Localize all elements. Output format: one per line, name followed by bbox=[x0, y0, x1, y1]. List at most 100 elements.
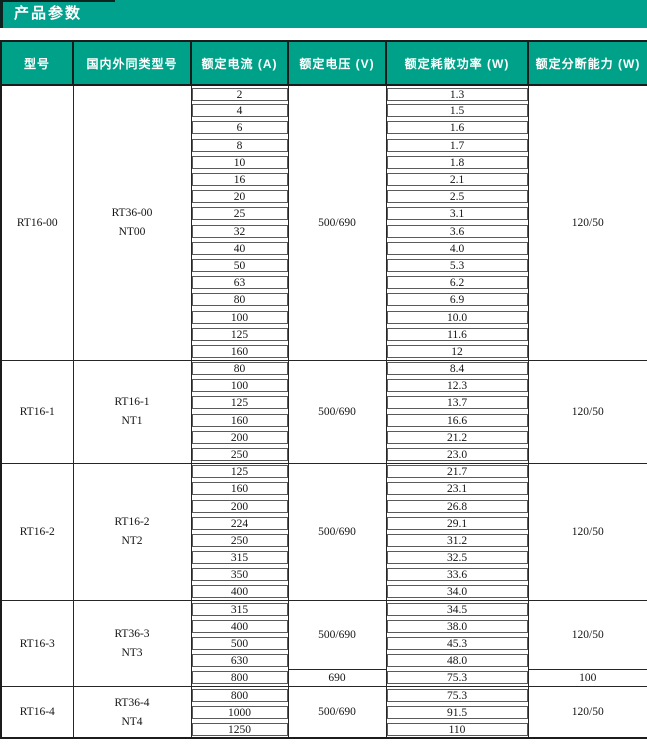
table-row: RT16-00 RT36-00 NT00 2 500/690 1.3 120/50 bbox=[0, 84, 647, 361]
column-header-model: 型号 bbox=[0, 40, 74, 86]
power-cell: 1.8 bbox=[385, 153, 529, 171]
table-row: RT16-3 RT36-3 NT3 315 500/690 34.5 120/50 bbox=[0, 600, 647, 688]
power-cell: 1.7 bbox=[385, 136, 529, 154]
table-row: 10 1.8 bbox=[1, 153, 647, 171]
table-row: 160 23.1 bbox=[1, 480, 647, 498]
page-title: 产品参数 bbox=[14, 5, 83, 22]
breaking-capacity-cell: 120/50 bbox=[527, 462, 647, 602]
power-cell: 48.0 bbox=[385, 652, 529, 670]
power-cell: 1.6 bbox=[385, 119, 529, 137]
table-row: 200 26.8 bbox=[1, 497, 647, 515]
power-cell: 91.5 bbox=[385, 703, 529, 721]
equivalent-model-cell: RT16-1 NT1 bbox=[72, 359, 192, 464]
power-cell: 2.1 bbox=[385, 170, 529, 189]
table-row: 20 2.5 bbox=[1, 188, 647, 206]
model-cell: RT16-1 bbox=[0, 359, 74, 464]
table-row: 160 12 bbox=[1, 342, 647, 360]
table-row: 4 1.5 bbox=[1, 102, 647, 120]
table-row: 16 2.1 bbox=[1, 170, 647, 189]
voltage-cell: 690 bbox=[287, 668, 387, 688]
power-cell: 6.2 bbox=[385, 274, 529, 292]
equivalent-model-cell: RT36-4 NT4 bbox=[72, 686, 192, 739]
breaking-capacity-cell: 120/50 bbox=[527, 600, 647, 670]
power-cell: 23.1 bbox=[385, 480, 529, 498]
current-cell: 250 bbox=[190, 445, 289, 464]
current-cell: 125 bbox=[190, 462, 289, 481]
model-cell: RT16-00 bbox=[0, 84, 74, 361]
breaking-capacity-cell: 100 bbox=[527, 668, 647, 688]
current-cell: 100 bbox=[190, 308, 289, 326]
breaking-capacity-cell: 120/50 bbox=[527, 686, 647, 739]
power-cell: 10.0 bbox=[385, 308, 529, 326]
table-row: 80 6.9 bbox=[1, 291, 647, 309]
power-cell: 12 bbox=[385, 342, 529, 360]
table-row: 1250 110 bbox=[1, 720, 647, 739]
equivalent-model-cell: RT36-3 NT3 bbox=[72, 600, 192, 688]
current-cell: 224 bbox=[190, 514, 289, 532]
column-header-current: 额定电流 (A) bbox=[190, 40, 289, 86]
power-cell: 34.0 bbox=[385, 583, 529, 601]
current-cell: 40 bbox=[190, 239, 289, 257]
table-row: 250 23.0 bbox=[1, 445, 647, 464]
equivalent-model-cell: RT36-00 NT00 bbox=[72, 84, 192, 361]
header-row: 型号 国内外同类型号 额定电流 (A) 额定电压 (V) 额定耗散功率 (W) … bbox=[0, 40, 647, 86]
table-row: RT16-4 RT36-4 NT4 800 500/690 75.3 120/50 bbox=[0, 686, 647, 739]
power-cell: 2.5 bbox=[385, 188, 529, 206]
current-cell: 800 bbox=[190, 669, 289, 687]
power-cell: 5.3 bbox=[385, 256, 529, 275]
table-row: 40 4.0 bbox=[1, 239, 647, 257]
power-cell: 45.3 bbox=[385, 635, 529, 653]
column-header-voltage: 额定电压 (V) bbox=[287, 40, 387, 86]
current-cell: 10 bbox=[190, 153, 289, 171]
table-row: 6 1.6 bbox=[1, 119, 647, 137]
table-row: 100 10.0 bbox=[1, 308, 647, 326]
current-cell: 125 bbox=[190, 394, 289, 412]
power-cell: 3.1 bbox=[385, 205, 529, 223]
power-cell: 31.2 bbox=[385, 531, 529, 550]
current-cell: 25 bbox=[190, 205, 289, 223]
power-cell: 26.8 bbox=[385, 497, 529, 515]
current-cell: 315 bbox=[190, 600, 289, 618]
power-cell: 23.0 bbox=[385, 445, 529, 464]
table-row: 250 31.2 bbox=[1, 531, 647, 550]
power-cell: 13.7 bbox=[385, 394, 529, 412]
current-cell: 4 bbox=[190, 102, 289, 120]
power-cell: 32.5 bbox=[385, 549, 529, 567]
current-cell: 800 bbox=[190, 686, 289, 704]
power-cell: 21.2 bbox=[385, 428, 529, 446]
current-cell: 315 bbox=[190, 549, 289, 567]
power-cell: 75.3 bbox=[385, 686, 529, 704]
model-cell: RT16-4 bbox=[0, 686, 74, 739]
voltage-cell: 500/690 bbox=[287, 600, 387, 670]
table-row: 200 21.2 bbox=[1, 428, 647, 446]
table-row: 125 13.7 bbox=[1, 394, 647, 412]
current-cell: 125 bbox=[190, 325, 289, 343]
power-cell: 34.5 bbox=[385, 600, 529, 618]
table-row: 400 34.0 bbox=[1, 583, 647, 601]
current-cell: 63 bbox=[190, 274, 289, 292]
voltage-cell: 500/690 bbox=[287, 359, 387, 464]
power-cell: 4.0 bbox=[385, 239, 529, 257]
column-header-power: 额定耗散功率 (W) bbox=[385, 40, 529, 86]
table-row: 400 38.0 bbox=[1, 617, 647, 635]
model-cell: RT16-3 bbox=[0, 600, 74, 688]
power-cell: 110 bbox=[385, 720, 529, 739]
table-row: RT16-1 RT16-1 NT1 80 500/690 8.4 120/50 bbox=[0, 359, 647, 464]
power-cell: 16.6 bbox=[385, 411, 529, 429]
current-cell: 8 bbox=[190, 136, 289, 154]
power-cell: 3.6 bbox=[385, 222, 529, 240]
current-cell: 32 bbox=[190, 222, 289, 240]
power-cell: 29.1 bbox=[385, 514, 529, 532]
breaking-capacity-cell: 120/50 bbox=[527, 359, 647, 464]
table-row: 500 45.3 bbox=[1, 635, 647, 653]
table-row: 160 16.6 bbox=[1, 411, 647, 429]
current-cell: 80 bbox=[190, 359, 289, 378]
power-cell: 1.3 bbox=[385, 84, 529, 103]
table-row: 25 3.1 bbox=[1, 205, 647, 223]
voltage-cell: 500/690 bbox=[287, 462, 387, 602]
power-cell: 38.0 bbox=[385, 617, 529, 635]
table-row: 32 3.6 bbox=[1, 222, 647, 240]
model-cell: RT16-2 bbox=[0, 462, 74, 602]
voltage-cell: 500/690 bbox=[287, 84, 387, 361]
column-header-breaking: 额定分断能力 (W) bbox=[527, 40, 647, 86]
